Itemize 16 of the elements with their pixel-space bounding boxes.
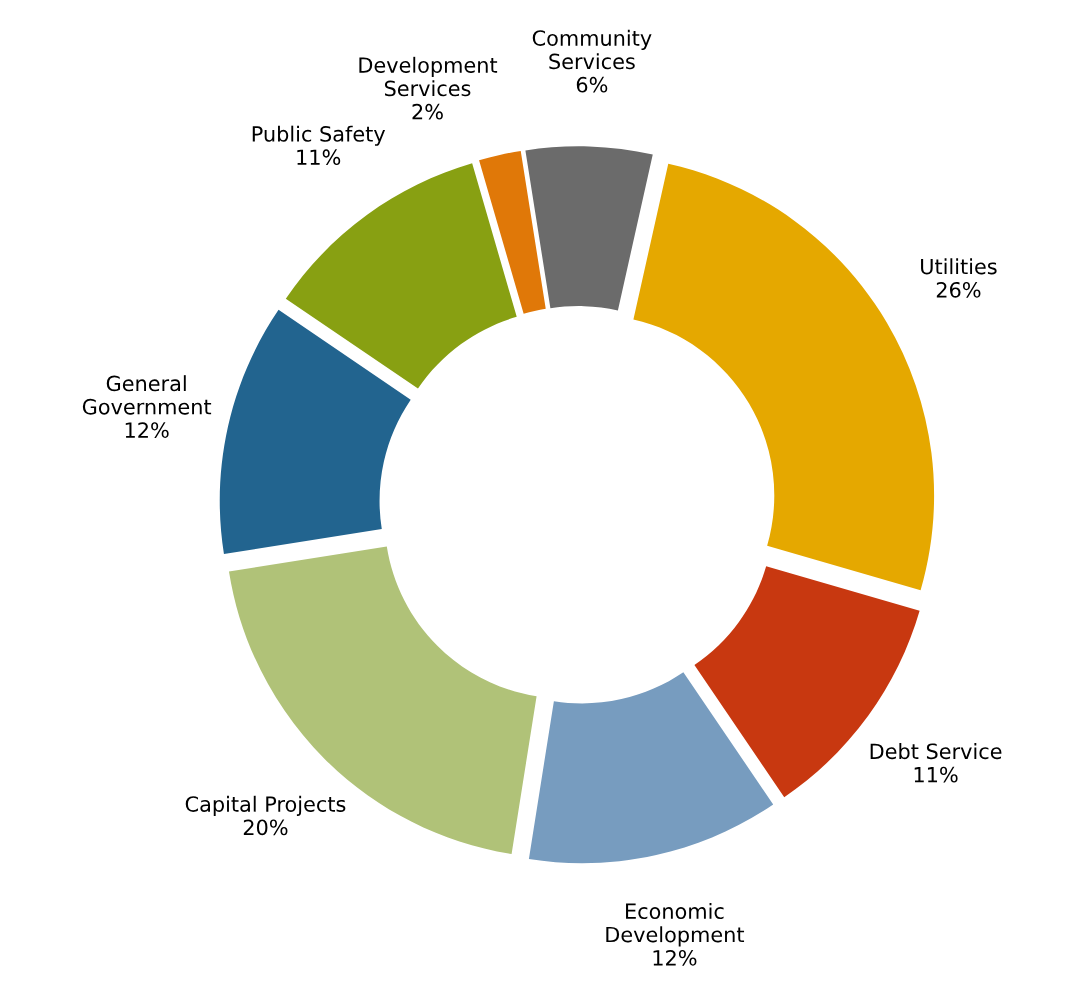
data-label: 12%: [125, 422, 169, 438]
slice-label: General Government: [82, 375, 212, 415]
data-label: 12%: [653, 949, 697, 966]
data-label: 11%: [297, 149, 341, 166]
data-label: 6%: [576, 76, 608, 93]
slice-label: Public Safety: [252, 125, 386, 146]
data-label: 11%: [914, 766, 958, 783]
data-label: 20%: [243, 819, 288, 836]
slice-label: Development Services: [359, 56, 498, 97]
slice-label: Capital Projects: [185, 795, 346, 816]
slice-label: Community Services: [532, 29, 652, 70]
data-label: 26%: [936, 281, 981, 298]
slice-label: Economic Development: [606, 902, 745, 947]
slice-label: Debt Service: [870, 743, 1002, 760]
slice-label: Utilities: [921, 258, 997, 275]
data-label: 2%: [412, 103, 443, 120]
